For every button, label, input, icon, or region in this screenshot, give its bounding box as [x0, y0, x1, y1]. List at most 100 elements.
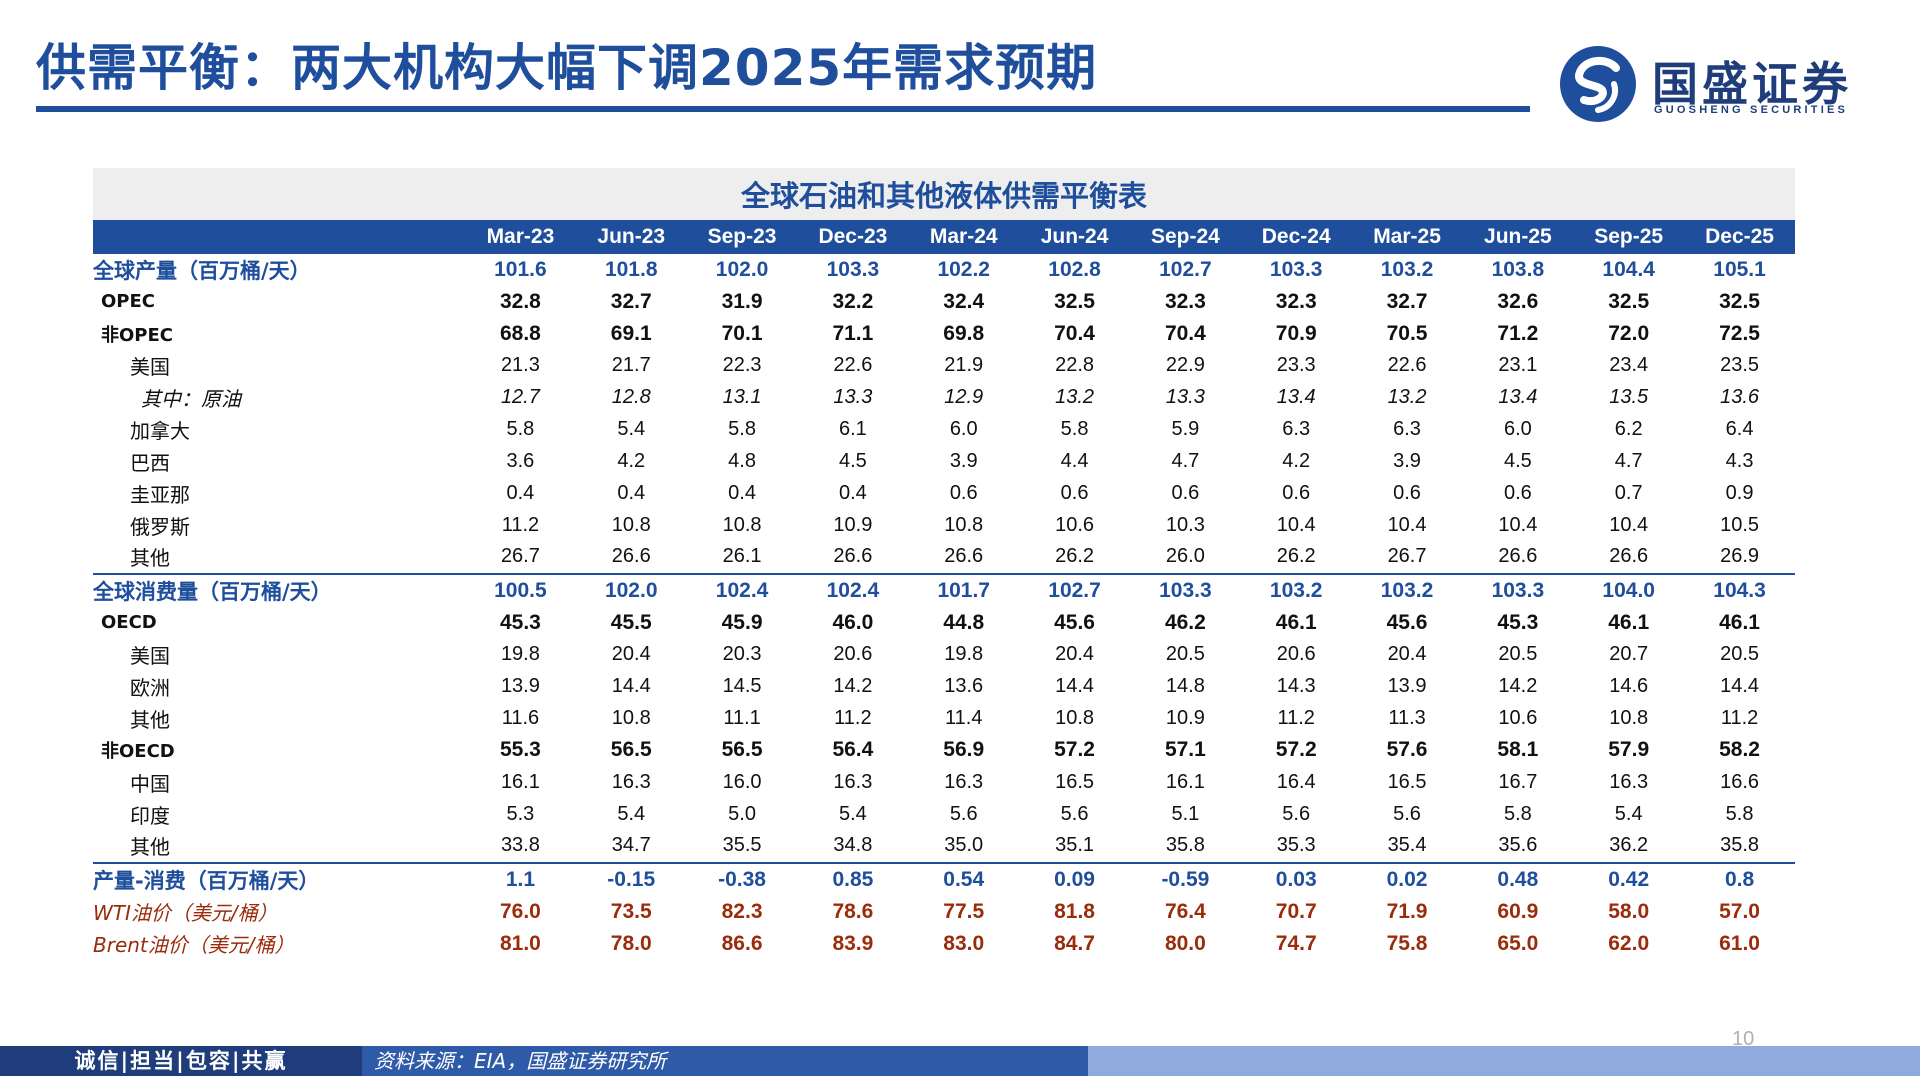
table-cell: 32.8: [499, 289, 541, 313]
table-cell: 102.4: [686, 572, 798, 607]
table-row: 其他 33.8 34.7 35.5 34.8 35.0 35.1 35.8 35.3 35.4 35…: [93, 830, 1795, 863]
table-cell: 10.8: [1609, 706, 1649, 729]
table-cell: 5.4: [838, 802, 867, 825]
table-cell: 21.9: [944, 354, 984, 377]
table-cell: 6.1: [838, 417, 867, 440]
table-row: 巴西 3.6 4.2 4.8 4.5 3.9 4.4 4.7 4.2 3.9 4.5 4.7 4.3: [93, 445, 1795, 477]
table-cell: 5.8: [1725, 802, 1754, 825]
table-cell: 4.7: [1171, 449, 1200, 472]
column-header: Sep-23: [686, 220, 798, 254]
table-cell: 0.42: [1573, 861, 1685, 896]
row-label: 其他: [130, 546, 170, 571]
row-label: 美国: [130, 644, 170, 669]
row-label: 加拿大: [130, 418, 190, 443]
table-cell: 13.1: [722, 386, 762, 408]
table-cell: 5.9: [1171, 417, 1200, 440]
row-label: 印度: [130, 803, 170, 828]
table-cell: 83.0: [943, 931, 985, 955]
table-row: 圭亚那 0.4 0.4 0.4 0.4 0.6 0.6 0.6 0.6 0.6 0.6 0.7 0.9: [93, 477, 1795, 509]
table-cell: 22.8: [1055, 354, 1095, 377]
table-cell: 0.8: [1684, 861, 1795, 896]
table-cell: 103.2: [1240, 572, 1352, 607]
table-cell: 56.5: [721, 738, 763, 762]
table-cell: 32.7: [1386, 289, 1428, 313]
table-cell: 45.3: [1497, 610, 1539, 634]
table-cell: 65.0: [1497, 931, 1539, 955]
table-cell: 12.9: [944, 386, 984, 408]
table-cell: 103.3: [826, 257, 880, 281]
table-cell: 20.7: [1609, 643, 1649, 666]
table-cell: 0.4: [506, 481, 535, 504]
table-cell: 20.5: [1165, 643, 1205, 666]
table-cell: 35.0: [944, 834, 984, 857]
table-cell: 12.7: [500, 386, 540, 408]
footer-motto: 诚信|担当|包容|共赢: [0, 1046, 362, 1076]
row-label: 中国: [130, 771, 170, 796]
table-cell: 0.09: [1019, 861, 1130, 896]
table-cell: -0.15: [575, 861, 687, 896]
table-cell: 10.9: [833, 513, 873, 536]
table-cell: 5.4: [617, 802, 646, 825]
table-cell: 14.5: [722, 675, 762, 698]
table-cell: 13.4: [1276, 386, 1316, 408]
table-cell: 11.2: [834, 706, 872, 729]
table-cell: 70.7: [1275, 899, 1317, 923]
table-cell: 4.5: [1503, 449, 1532, 472]
logo-name-cn: 国盛证券: [1652, 57, 1852, 111]
table-cell: 44.8: [943, 610, 985, 634]
table-cell: 10.4: [1387, 513, 1427, 536]
row-label: 其他: [130, 707, 170, 732]
table-cell: 55.3: [499, 738, 541, 762]
table-cell: 16.3: [611, 770, 651, 793]
table-cell: 34.8: [833, 834, 873, 857]
table-row: 印度 5.3 5.4 5.0 5.4 5.6 5.6 5.1 5.6 5.6 5.8 5.4 5.8: [93, 798, 1795, 830]
table-cell: 26.2: [1055, 545, 1095, 568]
table-cell: 46.1: [1275, 610, 1317, 634]
table-cell: 82.3: [721, 899, 763, 923]
row-label: 美国: [130, 355, 170, 380]
table-cell: 16.3: [1609, 770, 1649, 793]
supply-demand-table: 全球石油和其他液体供需平衡表 Mar-23 Jun-23 Sep-23 Dec-23 M…: [93, 168, 1795, 960]
row-label: 全球消费量（百万桶/天）: [93, 572, 465, 607]
table-cell: 20.4: [1055, 643, 1095, 666]
column-header: Sep-25: [1573, 220, 1685, 254]
column-header: Mar-25: [1351, 220, 1463, 254]
table-row: OPEC 32.8 32.7 31.9 32.2 32.4 32.5 32.3 32.3 32.7…: [93, 286, 1795, 318]
table-cell: 5.0: [728, 802, 756, 825]
row-label: 全球产量（百万桶/天）: [93, 258, 311, 283]
table-cell: 14.4: [611, 675, 651, 698]
table-cell: 20.6: [833, 643, 873, 666]
table-cell: 70.1: [721, 321, 763, 345]
table-cell: 22.6: [833, 354, 873, 377]
table-cell: 32.3: [1275, 289, 1317, 313]
table-row: 全球产量（百万桶/天） 101.6 101.8 102.0 103.3 102.2 102.…: [93, 254, 1795, 286]
table-cell: 4.3: [1725, 449, 1754, 472]
table-cell: 11.1: [723, 706, 761, 729]
table-cell: 5.6: [1060, 802, 1089, 825]
table-cell: 3.9: [949, 449, 978, 472]
table-cell: 26.6: [944, 545, 984, 568]
table-cell: 0.6: [949, 481, 978, 504]
table-cell: 19.8: [944, 643, 984, 666]
table-cell: 10.8: [722, 513, 762, 536]
table-cell: 26.2: [1276, 545, 1316, 568]
table-cell: 22.9: [1165, 354, 1205, 377]
header-label-cell: [93, 220, 465, 254]
table-cell: 14.4: [1720, 675, 1760, 698]
table-cell: 3.9: [1393, 449, 1421, 472]
table-cell: 32.5: [1719, 289, 1760, 313]
table-cell: 69.8: [943, 321, 985, 345]
table-cell: 23.1: [1498, 354, 1538, 377]
table-cell: 23.4: [1609, 354, 1649, 377]
table-row: 产量-消费（百万桶/天） 1.1 -0.15 -0.38 0.85 0.54 0.09 -0.…: [93, 861, 1795, 896]
table-cell: 26.6: [611, 545, 651, 568]
table-cell: 69.1: [610, 321, 652, 345]
table-cell: -0.38: [686, 861, 798, 896]
table-cell: 0.03: [1240, 861, 1352, 896]
table-cell: 35.5: [722, 834, 762, 857]
table-cell: 58.1: [1497, 738, 1539, 762]
table-cell: 26.6: [1498, 545, 1538, 568]
table-cell: 102.0: [715, 257, 769, 281]
table-cell: 14.2: [1498, 675, 1538, 698]
table-cell: 57.2: [1275, 738, 1317, 762]
